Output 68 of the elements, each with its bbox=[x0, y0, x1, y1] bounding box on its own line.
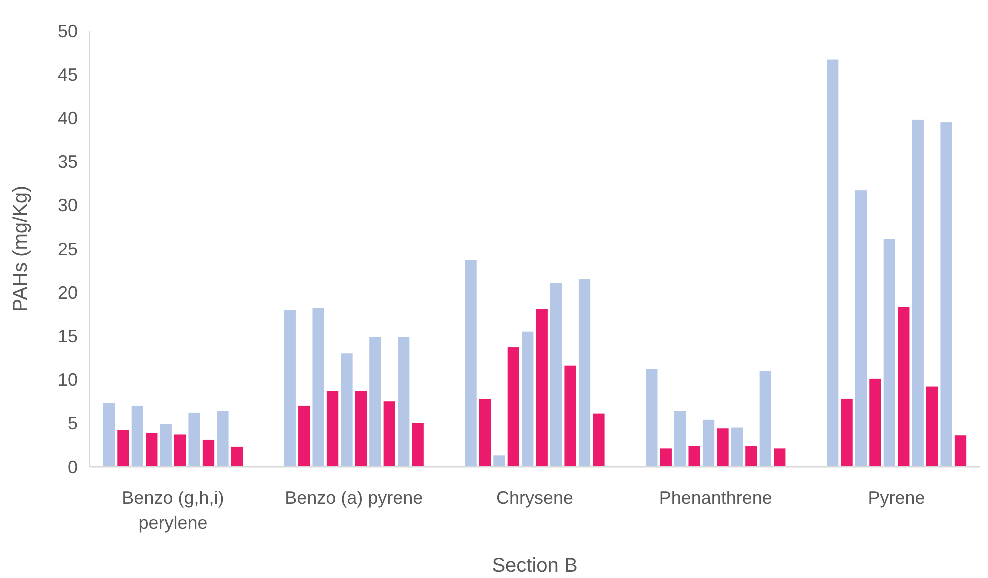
bar bbox=[118, 430, 130, 467]
y-tick-label: 20 bbox=[58, 282, 78, 303]
bar bbox=[217, 411, 229, 467]
bar bbox=[926, 386, 938, 467]
bar bbox=[593, 414, 605, 467]
x-tick-label: Pyrene bbox=[868, 488, 926, 508]
bar bbox=[202, 440, 215, 467]
bar bbox=[146, 432, 158, 467]
bar bbox=[298, 406, 310, 467]
y-axis-title: PAHs (mg/Kg) bbox=[10, 186, 32, 312]
y-tick-label: 30 bbox=[58, 196, 78, 216]
bar bbox=[760, 371, 772, 467]
bar bbox=[564, 366, 576, 467]
y-tick-label: 5 bbox=[68, 414, 78, 434]
bar bbox=[370, 337, 382, 467]
bar bbox=[132, 406, 144, 467]
bar bbox=[731, 428, 744, 467]
bar bbox=[494, 456, 506, 467]
bar bbox=[855, 190, 868, 467]
y-tick-label: 40 bbox=[58, 108, 78, 128]
bar bbox=[479, 398, 492, 467]
bar bbox=[341, 354, 353, 467]
bar bbox=[746, 446, 758, 467]
bar bbox=[231, 446, 244, 467]
bar bbox=[355, 391, 368, 467]
bar bbox=[412, 423, 424, 467]
x-tick-label: Benzo (g,h,i) perylene bbox=[122, 488, 224, 533]
x-axis-title: Section B bbox=[492, 555, 578, 577]
bar bbox=[688, 446, 700, 467]
bar bbox=[884, 239, 896, 467]
bar bbox=[826, 60, 839, 467]
bar bbox=[870, 378, 882, 467]
x-tick-label: Chrysene bbox=[496, 488, 574, 508]
bar bbox=[188, 412, 200, 467]
bar bbox=[954, 436, 967, 467]
bar bbox=[550, 283, 562, 467]
y-tick-label: 50 bbox=[58, 21, 78, 42]
bar bbox=[522, 332, 534, 467]
x-tick-label: Benzo (a) pyrene bbox=[285, 488, 424, 508]
y-tick-label: 15 bbox=[58, 326, 78, 346]
bar bbox=[312, 308, 324, 467]
bar bbox=[508, 348, 520, 467]
bar bbox=[940, 122, 952, 467]
bar bbox=[702, 420, 715, 467]
bar bbox=[774, 448, 786, 467]
bar bbox=[398, 337, 410, 467]
bar bbox=[160, 424, 172, 467]
bar bbox=[284, 310, 296, 467]
bar bbox=[536, 309, 548, 467]
bar bbox=[841, 398, 853, 467]
y-tick-label: 45 bbox=[58, 64, 78, 85]
x-tick-label: Phenanthrene bbox=[659, 488, 772, 508]
y-tick-label: 10 bbox=[58, 370, 78, 390]
bar bbox=[660, 448, 672, 467]
bar bbox=[103, 403, 116, 467]
y-tick-label: 25 bbox=[58, 239, 78, 260]
bar bbox=[646, 369, 658, 467]
bar bbox=[384, 402, 396, 467]
bar bbox=[674, 411, 686, 467]
bar bbox=[174, 434, 186, 467]
y-tick-label: 0 bbox=[68, 457, 78, 478]
bar bbox=[898, 307, 910, 467]
bar bbox=[717, 428, 729, 467]
bar bbox=[912, 120, 924, 467]
y-tick-label: 35 bbox=[58, 152, 78, 172]
bar bbox=[465, 260, 477, 467]
bar bbox=[326, 391, 339, 467]
bar bbox=[578, 280, 591, 467]
